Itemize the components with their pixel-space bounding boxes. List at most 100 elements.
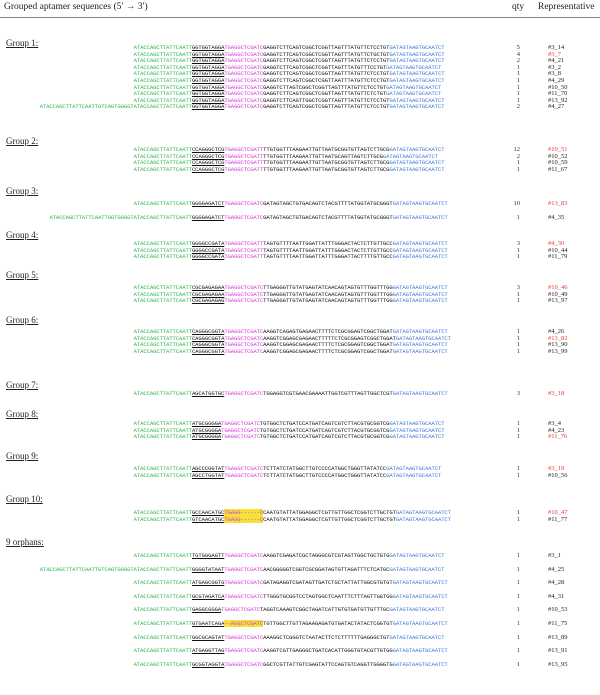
header-divider xyxy=(0,17,600,18)
primer-3-prime: GATAGTAAGTGCAATCT xyxy=(389,103,445,111)
variable-region-a: GGTGGTAGGA xyxy=(191,90,225,98)
group-label: Group 3: xyxy=(6,186,39,196)
aptamer-sequence: ATACCAGCTTATTCAATTCGCGAGAGAATGAGGCTCGATC… xyxy=(134,284,448,292)
qty-value: 1 xyxy=(516,509,520,516)
aptamer-sequence: ATACCAGCTTATTCAATTGGCGCAGTATTGAGGCTCGATC… xyxy=(134,634,445,642)
variable-region-a: CGCGAGAGAA xyxy=(191,284,225,291)
primer-3-prime: GATAGTAAGTGCAATCT xyxy=(389,57,445,65)
variable-region-b: GAGGTCTTCAGTCGGCTCGGTTAGTTTATGTTCTGCTGT xyxy=(263,50,390,58)
conserved-motif: TGAGGCTCGATC xyxy=(224,633,264,641)
variable-region-a: GGGGCCGATA xyxy=(191,253,225,261)
group-label: 9 orphans: xyxy=(6,537,44,547)
conserved-motif: TGAGGCTCGATC xyxy=(224,390,264,397)
variable-region-a: GGTGGTAGGA xyxy=(191,83,225,91)
conserved-motif: TGAGGCTCGATC xyxy=(224,77,264,84)
variable-region-a: ATGAGGTTAG xyxy=(191,647,225,655)
representative-id: #3_19 xyxy=(548,465,565,472)
conserved-motif: TGAGGCTCGATC xyxy=(224,200,264,207)
primer-5-prime: ATACCAGCTTATTCAATT xyxy=(133,633,192,641)
qty-value: 1 xyxy=(516,465,520,472)
variable-region-a: GGTGGTAGGA xyxy=(191,70,225,78)
conserved-motif: TGAGGCTCGATC xyxy=(224,57,264,65)
aptamer-sequence: ATACCAGCTTATTCAATTGGTGGTAGGATGAGGCTCGATC… xyxy=(134,97,445,105)
qty-value: 1 xyxy=(516,328,520,335)
sequence-row: ATACCAGCTTATTCAATTGGTGGTAGGATGAGGCTCGATC… xyxy=(0,44,600,52)
sequence-row: ATACCAGCTTATTCAATTCAGGGCGGTATGAGGCTCGATC… xyxy=(0,341,600,349)
sequence-row: ATACCAGCTTATTCAATTATGCGGGGATGAGGCTCGATCT… xyxy=(0,427,600,435)
primer-3-prime: GATAGTAAGTGCAATCT xyxy=(389,606,445,614)
representative-id: #10_53 xyxy=(548,606,568,614)
sequence-row: ATACCAGCTTATTCAATTCCAGGGCTCGTGAGGCTCGATT… xyxy=(0,166,600,174)
conserved-motif: TGAGGCTCGATT xyxy=(224,253,264,261)
conserved-motif: TGAGGCTCGATC xyxy=(224,592,264,600)
representative-id: #11_70 xyxy=(548,90,568,98)
variable-region-a: ATGCGGGGA xyxy=(191,420,222,427)
variable-region-a: GGTGGTAGGA xyxy=(191,57,225,65)
variable-region-a: GGTGGTAGGA xyxy=(191,77,225,84)
conserved-motif: TGAGGCTCGATC xyxy=(221,426,260,434)
representative-id: #13_92 xyxy=(548,96,568,104)
variable-region-a: CGCGAGAGAG xyxy=(191,297,225,305)
representative-id: #11_67 xyxy=(548,165,568,173)
primer-3-prime: GATAGTAAGTGCAATCT xyxy=(392,328,448,335)
primer-5-prime: ATACCAGCTTATTCAATT xyxy=(133,433,192,441)
aptamer-sequence: ATACCAGCTTATTCAATTGGTGGGGTATACCAGCTTATTC… xyxy=(49,214,447,222)
variable-region-a: GGTGGTAGGA xyxy=(191,96,225,104)
sequence-row: ATACCAGCTTATTCAATTGCGGTAGGTATGAGGCTCGATC… xyxy=(0,661,600,669)
aptamer-sequence: ATACCAGCTTATTCAATTCCAGGGCTCGTGAGGCTCGATT… xyxy=(134,166,445,174)
qty-value: 1 xyxy=(516,426,520,434)
sequence-row: ATACCAGCTTATTCAATTAGCCCGGTATTGAGGCTCGATC… xyxy=(0,465,600,473)
sequence-row: ATACCAGCTTATTCAATTCAGGGCGGTATGAGGCTCGATC… xyxy=(0,335,600,343)
aptamer-sequence: ATACCAGCTTATTCAATTGGTGGTAGGATGAGGCTCGATC… xyxy=(134,77,445,85)
variable-region-a: CAGGGCGGTA xyxy=(191,347,225,355)
sequence-row: ATACCAGCTTATTCAATTGGTGGTAGGATGAGGCTCGATC… xyxy=(0,64,600,72)
representative-id: #13_83 xyxy=(548,200,568,207)
conserved-motif: TGAGGCTCGATC xyxy=(224,660,264,668)
primer-5-prime: ATACCAGCTTATTCAATT xyxy=(133,620,192,627)
representative-id: #13_90 xyxy=(548,341,568,349)
sequence-row: ATACCAGCTTATTCAATTGGTGGTAGGATGAGGCTCGATC… xyxy=(0,57,600,65)
variable-region-b: AAGGTCGGAGCGAGAACTTTTTCTCGCGGAGTCGGCTGGA… xyxy=(263,334,396,342)
variable-region-b: AAGGTCGAGATCGCTAGGGCGTCGTAGTTGGCTGCTGTG xyxy=(263,552,390,559)
aptamer-sequence: ATACCAGCTTATTCAATTGTCAACATGCTGAGG------C… xyxy=(134,515,451,524)
variable-region-b: TGTGGCTCTGATCCATGATCAGTCGTCTTACGTGCGGTCG xyxy=(259,420,390,427)
primer-3-prime: GATAGTAAGTGCAATCT xyxy=(392,579,448,587)
variable-region-a: GTGAATCAGA xyxy=(191,620,225,627)
variable-region-a: GGTGGTAGGA xyxy=(191,50,225,58)
variable-region-b: TGTGGCTCTGATCCATGATCAGTCGTCTTACGTGCGGTCG xyxy=(259,426,390,434)
sequence-row: ATACCAGCTTATTCAATTCGCGAGAGAGTGAGGCTCGATC… xyxy=(0,297,600,305)
conserved-motif: TGAGGCTCGATC xyxy=(224,83,264,91)
primer-3-prime: GATAGTAAGTGCAATCT xyxy=(392,347,448,355)
sequence-row: ATACCAGCTTATTCAATTGAGGCGGGATGAGGCTCGATCT… xyxy=(0,606,600,614)
primer-3-prime: GATAGTAAGTGCAATCT xyxy=(389,44,445,51)
sequence-row: ATACCAGCTTATTCAATTCCAGGGCTCGTGAGGCTCGATT… xyxy=(0,146,600,154)
aptamer-sequence: ATACCAGCTTATTCAATTCAGGGCGGTATGAGGCTCGATC… xyxy=(134,348,448,356)
primer-5-prime: ATACCAGCTTATTCAATT xyxy=(133,240,192,247)
primer-5-prime: ATACCAGCTTATTCAATT xyxy=(133,328,192,335)
primer-3-prime: GATAGTAAGTGCAATCT xyxy=(389,50,445,58)
primer-3-prime: GATAGTAAGTGCAATCT xyxy=(389,633,445,641)
group-label: Group 1: xyxy=(6,38,39,48)
conserved-motif: TGAGGCTCGATC xyxy=(224,290,264,298)
variable-region-b: AAGGTCGGAGCGAGAACTTTTCTCGCGGAGTCGGCTGGAT xyxy=(263,347,393,355)
variable-region-a: AGCATGGTGC xyxy=(191,390,225,397)
primer-3-prime: GATAGTAAGTGCAATCT xyxy=(389,552,445,559)
primer-5-prime: ATACCAGCTTATTCAATTGTCAGTGGGGTATACCAGCTTA… xyxy=(39,103,192,111)
aptamer-sequence: ATACCAGCTTATTCAATTGAGGCGGGATGAGGCTCGATCT… xyxy=(134,606,445,614)
primer-3-prime: GATAGTAAGTGCAATCT xyxy=(395,515,451,523)
qty-value: 1 xyxy=(516,620,520,627)
sequence-row: ATACCAGCTTATTCAATTGGTGGTAGGATGAGGCTCGATC… xyxy=(0,90,600,98)
sequence-row: ATACCAGCTTATTCAATTGGTGGTAGGATGAGGCTCGATC… xyxy=(0,51,600,59)
conserved-motif: TGAGGCTCGATC xyxy=(224,103,264,111)
sequence-row: ATACCAGCTTATTCAATTAGCATGGTGCTGAGGCTCGATC… xyxy=(0,390,600,398)
representative-id: #4_30 xyxy=(548,240,565,247)
primer-5-prime: ATACCAGCTTATTCAATT xyxy=(133,426,192,434)
conserved-motif: TGAGGCTCGATC xyxy=(224,341,264,349)
aptamer-sequence: ATACCAGCTTATTCAATTGCGTAGATCATGAGGCTCGATC… xyxy=(134,593,448,601)
conserved-motif: TGAGGCTCGATC xyxy=(224,214,264,221)
conserved-motif: TGAGGCTCGATT xyxy=(224,240,264,247)
qty-value: 1 xyxy=(516,290,520,298)
variable-region-b: AAGGTCGGAGCGAGAACTTTTCTCGCGGAGTCGGCTGGAT xyxy=(263,341,393,349)
variable-region-a: ATGCGGGGA xyxy=(191,433,222,441)
variable-region-a: GGGGAGATCT xyxy=(191,200,225,207)
